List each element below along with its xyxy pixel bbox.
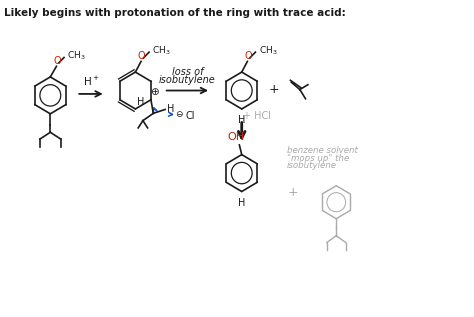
Text: $\oplus$: $\oplus$: [150, 87, 160, 98]
Text: CH$_3$: CH$_3$: [153, 44, 171, 57]
Text: + HCl: + HCl: [243, 111, 271, 121]
Text: CH$_3$: CH$_3$: [67, 49, 85, 62]
Text: Cl: Cl: [186, 111, 195, 121]
Text: H: H: [137, 97, 145, 107]
Text: +: +: [269, 82, 279, 95]
Text: benzene solvent: benzene solvent: [287, 146, 357, 155]
Text: H$^+$: H$^+$: [82, 74, 99, 87]
Text: OH: OH: [228, 132, 245, 141]
Text: +: +: [287, 186, 298, 199]
Text: H: H: [167, 105, 174, 114]
Text: O: O: [244, 51, 252, 61]
Text: O: O: [53, 56, 61, 66]
Text: O: O: [138, 51, 146, 61]
Text: isobutylene: isobutylene: [287, 161, 337, 170]
Text: loss of: loss of: [172, 68, 203, 77]
FancyArrowPatch shape: [153, 108, 157, 112]
Text: isobutylene: isobutylene: [159, 75, 216, 85]
Text: H: H: [238, 115, 246, 125]
Text: Likely begins with protonation of the ring with trace acid:: Likely begins with protonation of the ri…: [4, 8, 346, 18]
Text: $\ominus$: $\ominus$: [175, 109, 183, 119]
FancyArrowPatch shape: [168, 112, 173, 116]
Text: H: H: [238, 198, 246, 208]
Text: "mops up" the: "mops up" the: [287, 153, 349, 163]
Text: CH$_3$: CH$_3$: [259, 44, 277, 57]
